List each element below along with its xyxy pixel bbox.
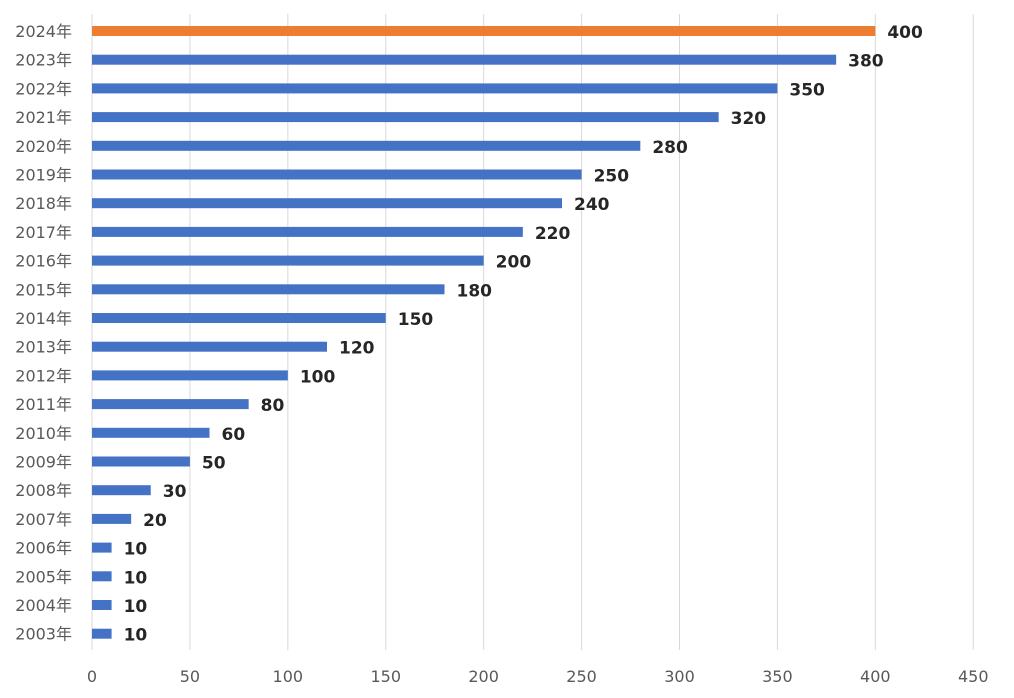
x-tick-label: 50 bbox=[180, 667, 200, 686]
x-tick-label: 250 bbox=[566, 667, 597, 686]
data-label: 380 bbox=[848, 52, 884, 72]
x-tick-label: 100 bbox=[273, 667, 304, 686]
x-tick-label: 150 bbox=[370, 667, 401, 686]
bar bbox=[92, 427, 210, 438]
x-tick-label: 300 bbox=[664, 667, 695, 686]
data-label: 10 bbox=[124, 568, 148, 588]
y-tick-label: 2011年 bbox=[15, 395, 72, 414]
data-label: 80 bbox=[261, 396, 285, 416]
bar bbox=[92, 226, 523, 237]
y-tick-label: 2004年 bbox=[15, 596, 72, 615]
data-label: 60 bbox=[221, 425, 245, 445]
bar bbox=[92, 456, 190, 467]
y-tick-label: 2012年 bbox=[15, 366, 72, 385]
bar bbox=[92, 513, 132, 524]
data-label: 20 bbox=[143, 511, 167, 531]
bar bbox=[92, 485, 151, 496]
x-tick-label: 0 bbox=[87, 667, 97, 686]
bar bbox=[92, 370, 288, 381]
grid-lines bbox=[91, 14, 974, 650]
y-tick-label: 2007年 bbox=[15, 510, 72, 529]
y-tick-label: 2021年 bbox=[15, 108, 72, 127]
bar bbox=[92, 169, 582, 180]
y-tick-label: 2008年 bbox=[15, 481, 72, 500]
y-tick-label: 2005年 bbox=[15, 567, 72, 586]
x-tick-label: 450 bbox=[958, 667, 989, 686]
data-label: 10 bbox=[124, 540, 148, 560]
bar bbox=[92, 284, 445, 295]
x-axis-labels: 0 50 100 150 200 250 300 350 400 450 bbox=[87, 667, 989, 686]
data-label: 220 bbox=[535, 224, 571, 244]
y-tick-label: 2016年 bbox=[15, 252, 72, 271]
data-label: 400 bbox=[887, 23, 923, 43]
data-label: 200 bbox=[496, 253, 532, 273]
bars bbox=[92, 26, 876, 639]
y-tick-label: 2010年 bbox=[15, 424, 72, 443]
bar bbox=[92, 542, 112, 553]
x-tick-label: 350 bbox=[762, 667, 793, 686]
data-label: 10 bbox=[124, 597, 148, 617]
data-label: 100 bbox=[300, 367, 336, 387]
y-tick-label: 2019年 bbox=[15, 166, 72, 185]
data-label: 350 bbox=[789, 80, 825, 100]
y-tick-label: 2009年 bbox=[15, 453, 72, 472]
bar bbox=[92, 83, 778, 94]
data-label: 250 bbox=[594, 167, 630, 187]
y-tick-label: 2022年 bbox=[15, 79, 72, 98]
data-label: 50 bbox=[202, 454, 226, 474]
y-tick-label: 2015年 bbox=[15, 280, 72, 299]
data-label: 280 bbox=[652, 138, 688, 158]
data-label: 150 bbox=[398, 310, 434, 330]
bar bbox=[92, 399, 249, 410]
y-tick-label: 2003年 bbox=[15, 625, 72, 644]
data-label: 10 bbox=[124, 626, 148, 646]
y-tick-label: 2017年 bbox=[15, 223, 72, 242]
bar bbox=[92, 54, 837, 65]
y-axis-labels: 2024年 2023年 2022年 2021年 2020年 2019年 2018年 2017年… bbox=[15, 22, 72, 644]
data-label: 120 bbox=[339, 339, 375, 359]
y-tick-label: 2024年 bbox=[15, 22, 72, 41]
y-tick-label: 2023年 bbox=[15, 51, 72, 70]
bar bbox=[92, 255, 484, 266]
data-label: 240 bbox=[574, 195, 610, 215]
bar bbox=[92, 341, 327, 352]
bar bbox=[92, 571, 112, 582]
bar bbox=[92, 628, 112, 639]
data-label: 320 bbox=[731, 109, 767, 129]
y-tick-label: 2020年 bbox=[15, 137, 72, 156]
data-label: 30 bbox=[163, 482, 187, 502]
bar bbox=[92, 26, 876, 36]
y-tick-label: 2013年 bbox=[15, 338, 72, 357]
bar bbox=[92, 313, 386, 323]
bar bbox=[92, 112, 719, 123]
x-tick-label: 400 bbox=[860, 667, 891, 686]
y-tick-label: 2014年 bbox=[15, 309, 72, 328]
y-tick-label: 2018年 bbox=[15, 194, 72, 213]
bar bbox=[92, 600, 112, 610]
bar bbox=[92, 140, 641, 151]
bar bbox=[92, 198, 562, 209]
data-label: 180 bbox=[456, 281, 492, 301]
y-tick-label: 2006年 bbox=[15, 539, 72, 558]
x-tick-label: 200 bbox=[468, 667, 499, 686]
